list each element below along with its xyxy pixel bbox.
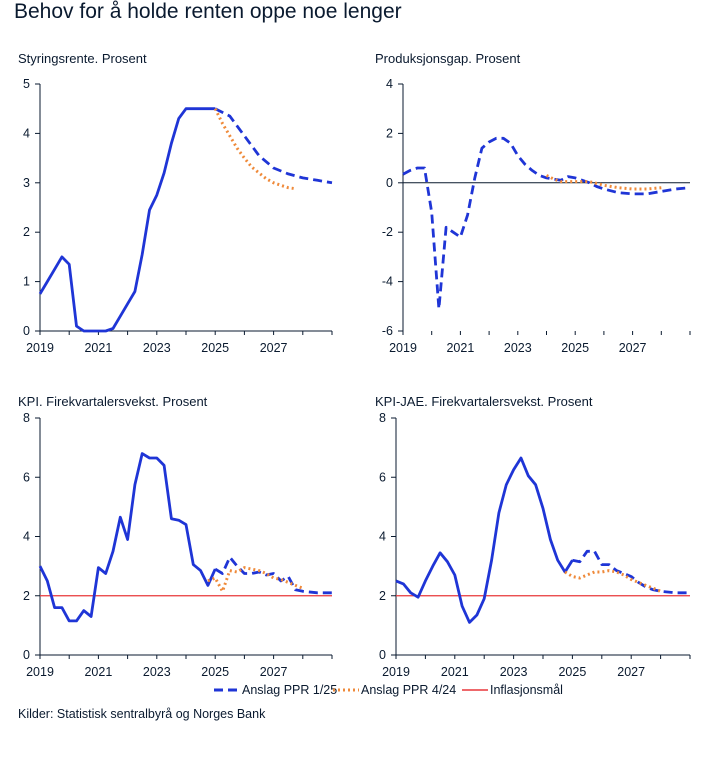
source-note: Kilder: Statistisk sentralbyrå og Norges… bbox=[18, 707, 266, 721]
series-line bbox=[38, 107, 216, 333]
legend-label-ppr424: Anslag PPR 4/24 bbox=[361, 683, 456, 697]
y-tick-label: 4 bbox=[379, 530, 386, 544]
charts-canvas: Styringsrente. Prosent 0 1 2 3 4 5 2019 2021 2023… bbox=[18, 51, 691, 697]
chart-title: Styringsrente. Prosent bbox=[18, 51, 147, 66]
panel-kpi: KPI. Firekvartalersvekst. Prosent 0 2 4 6 8 20… bbox=[18, 394, 333, 679]
legend-label-ppr125: Anslag PPR 1/25 bbox=[242, 683, 337, 697]
x-tick-label: 2025 bbox=[201, 665, 229, 679]
x-tick-label: 2023 bbox=[500, 665, 528, 679]
series-line bbox=[213, 108, 296, 191]
x-tick-label: 2019 bbox=[382, 665, 410, 679]
series-line bbox=[207, 566, 304, 593]
x-tick-label: 2023 bbox=[143, 665, 171, 679]
series-line bbox=[564, 569, 662, 593]
y-tick-label: 6 bbox=[379, 470, 386, 484]
x-tick-label: 2021 bbox=[446, 341, 474, 355]
y-tick-label: -4 bbox=[382, 275, 393, 289]
series-line bbox=[395, 456, 574, 624]
legend: Anslag PPR 1/25 Anslag PPR 4/24 Inflasjo… bbox=[214, 683, 563, 697]
y-tick-label: 0 bbox=[23, 648, 30, 662]
series-line bbox=[545, 174, 662, 191]
x-tick-label: 2021 bbox=[84, 341, 112, 355]
y-tick-label: 0 bbox=[23, 324, 30, 338]
x-tick-label: 2027 bbox=[617, 665, 645, 679]
panel-styringsrente: Styringsrente. Prosent 0 1 2 3 4 5 2019 2021 2023… bbox=[18, 51, 333, 355]
y-tick-label: 8 bbox=[23, 411, 30, 425]
y-tick-label: 1 bbox=[23, 275, 30, 289]
y-tick-label: 2 bbox=[386, 126, 393, 140]
chart-title: KPI-JAE. Firekvartalersvekst. Prosent bbox=[375, 394, 593, 409]
y-tick-label: 0 bbox=[379, 648, 386, 662]
y-tick-label: 0 bbox=[386, 176, 393, 190]
x-tick-label: 2021 bbox=[441, 665, 469, 679]
x-tick-label: 2027 bbox=[619, 341, 647, 355]
chart-title: KPI. Firekvartalersvekst. Prosent bbox=[18, 394, 208, 409]
x-tick-label: 2019 bbox=[389, 341, 417, 355]
panel-kpi-jae: KPI-JAE. Firekvartalersvekst. Prosent 0 2 4… bbox=[375, 394, 691, 679]
y-tick-label: 4 bbox=[386, 77, 393, 91]
legend-label-target: Inflasjonsmål bbox=[490, 683, 563, 697]
y-tick-label: 5 bbox=[23, 77, 30, 91]
y-tick-label: 2 bbox=[379, 589, 386, 603]
series-line bbox=[38, 452, 217, 623]
series-line bbox=[402, 136, 691, 311]
x-tick-label: 2025 bbox=[201, 341, 229, 355]
x-tick-label: 2023 bbox=[504, 341, 532, 355]
x-tick-label: 2025 bbox=[561, 341, 589, 355]
x-tick-label: 2023 bbox=[143, 341, 171, 355]
chart-title: Produksjonsgap. Prosent bbox=[375, 51, 521, 66]
y-tick-label: -2 bbox=[382, 225, 393, 239]
series-line bbox=[214, 555, 332, 595]
x-tick-label: 2027 bbox=[260, 665, 288, 679]
series-line bbox=[572, 549, 690, 595]
panel-produksjonsgap: Produksjonsgap. Prosent -6 -4 -2 0 2 4 2019 2021… bbox=[375, 51, 691, 355]
y-tick-label: 4 bbox=[23, 126, 30, 140]
y-tick-label: 2 bbox=[23, 589, 30, 603]
page-title: Behov for å holde renten oppe noe lenger bbox=[14, 0, 402, 23]
y-tick-label: 6 bbox=[23, 470, 30, 484]
series-line bbox=[214, 107, 333, 185]
y-tick-label: 2 bbox=[23, 225, 30, 239]
y-tick-label: 8 bbox=[379, 411, 386, 425]
x-tick-label: 2021 bbox=[84, 665, 112, 679]
y-tick-label: 4 bbox=[23, 530, 30, 544]
y-tick-label: -6 bbox=[382, 324, 393, 338]
y-tick-label: 3 bbox=[23, 176, 30, 190]
x-tick-label: 2027 bbox=[260, 341, 288, 355]
x-tick-label: 2019 bbox=[26, 665, 54, 679]
x-tick-label: 2019 bbox=[26, 341, 54, 355]
x-tick-label: 2025 bbox=[558, 665, 586, 679]
